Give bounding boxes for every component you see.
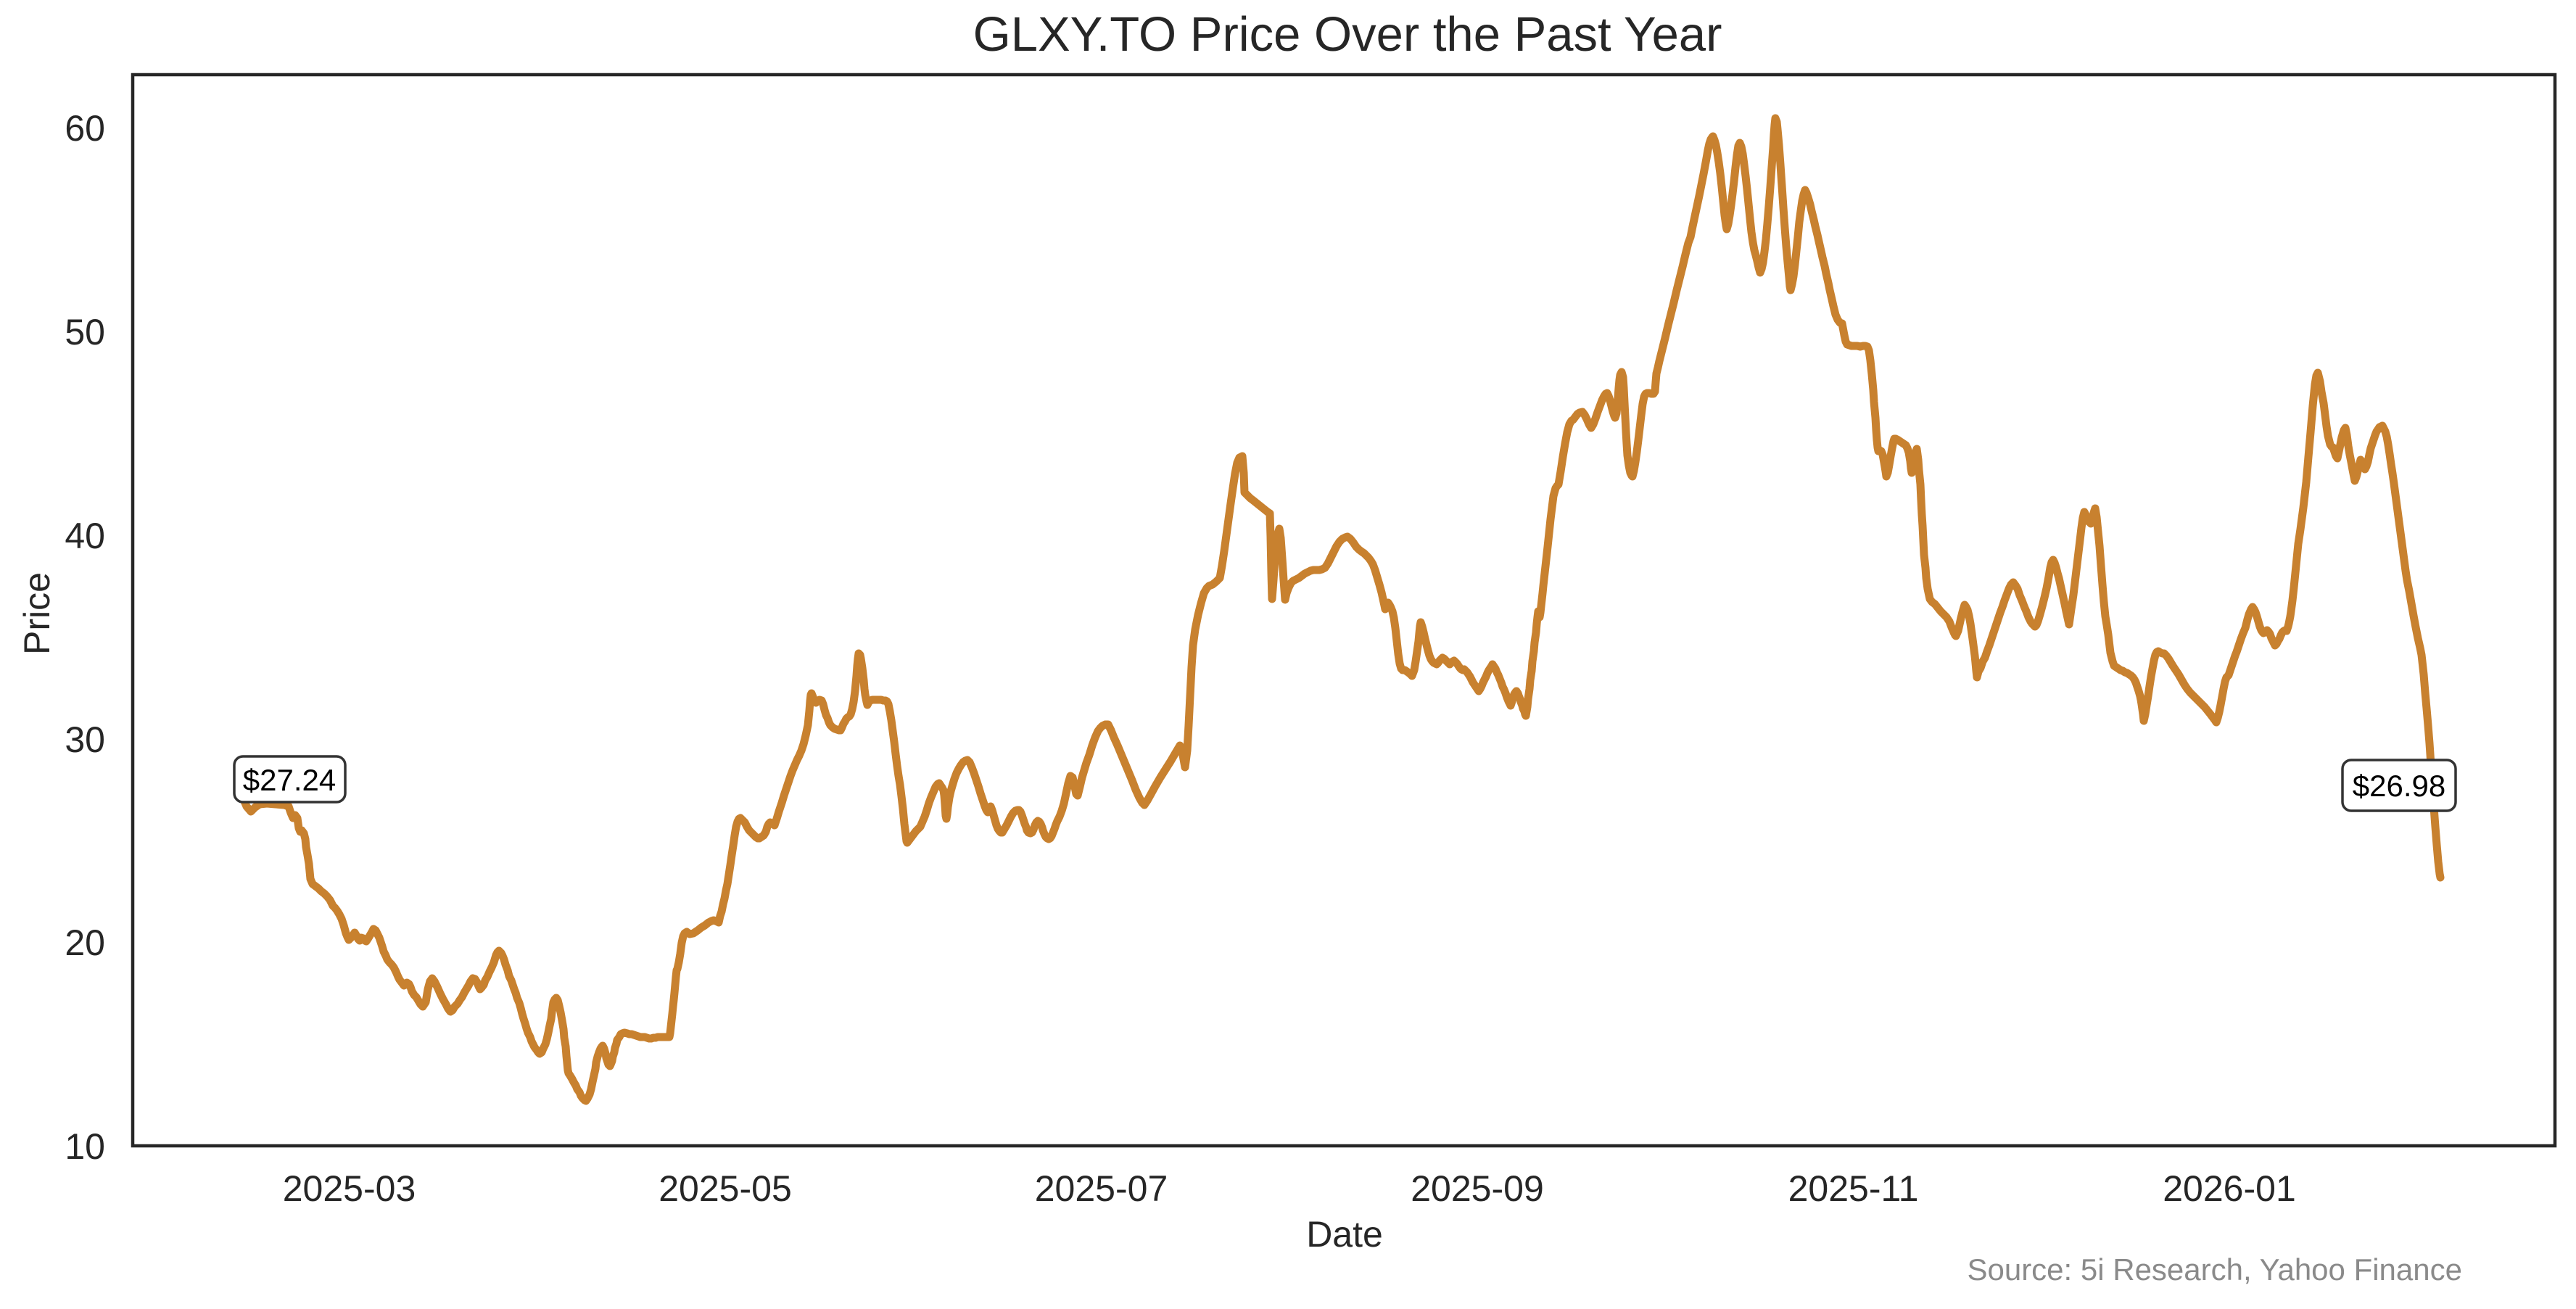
svg-text:Source: 5i Research, Yahoo Fin: Source: 5i Research, Yahoo Finance <box>1967 1252 2462 1287</box>
svg-text:60: 60 <box>65 108 105 149</box>
svg-text:2025-09: 2025-09 <box>1411 1168 1544 1209</box>
svg-text:Price: Price <box>17 572 57 655</box>
svg-text:GLXY.TO Price Over the Past Ye: GLXY.TO Price Over the Past Year <box>973 7 1722 62</box>
svg-text:2025-11: 2025-11 <box>1788 1168 1919 1209</box>
svg-text:$27.24: $27.24 <box>243 763 336 797</box>
svg-text:10: 10 <box>65 1126 105 1167</box>
svg-text:20: 20 <box>65 922 105 963</box>
svg-text:2026-01: 2026-01 <box>2163 1168 2296 1209</box>
svg-text:30: 30 <box>65 719 105 760</box>
svg-text:2025-03: 2025-03 <box>283 1168 416 1209</box>
svg-text:2025-05: 2025-05 <box>659 1168 792 1209</box>
svg-text:$26.98: $26.98 <box>2353 769 2445 803</box>
svg-text:40: 40 <box>65 516 105 556</box>
svg-text:50: 50 <box>65 312 105 352</box>
svg-text:Date: Date <box>1306 1214 1383 1255</box>
svg-text:2025-07: 2025-07 <box>1035 1168 1168 1209</box>
